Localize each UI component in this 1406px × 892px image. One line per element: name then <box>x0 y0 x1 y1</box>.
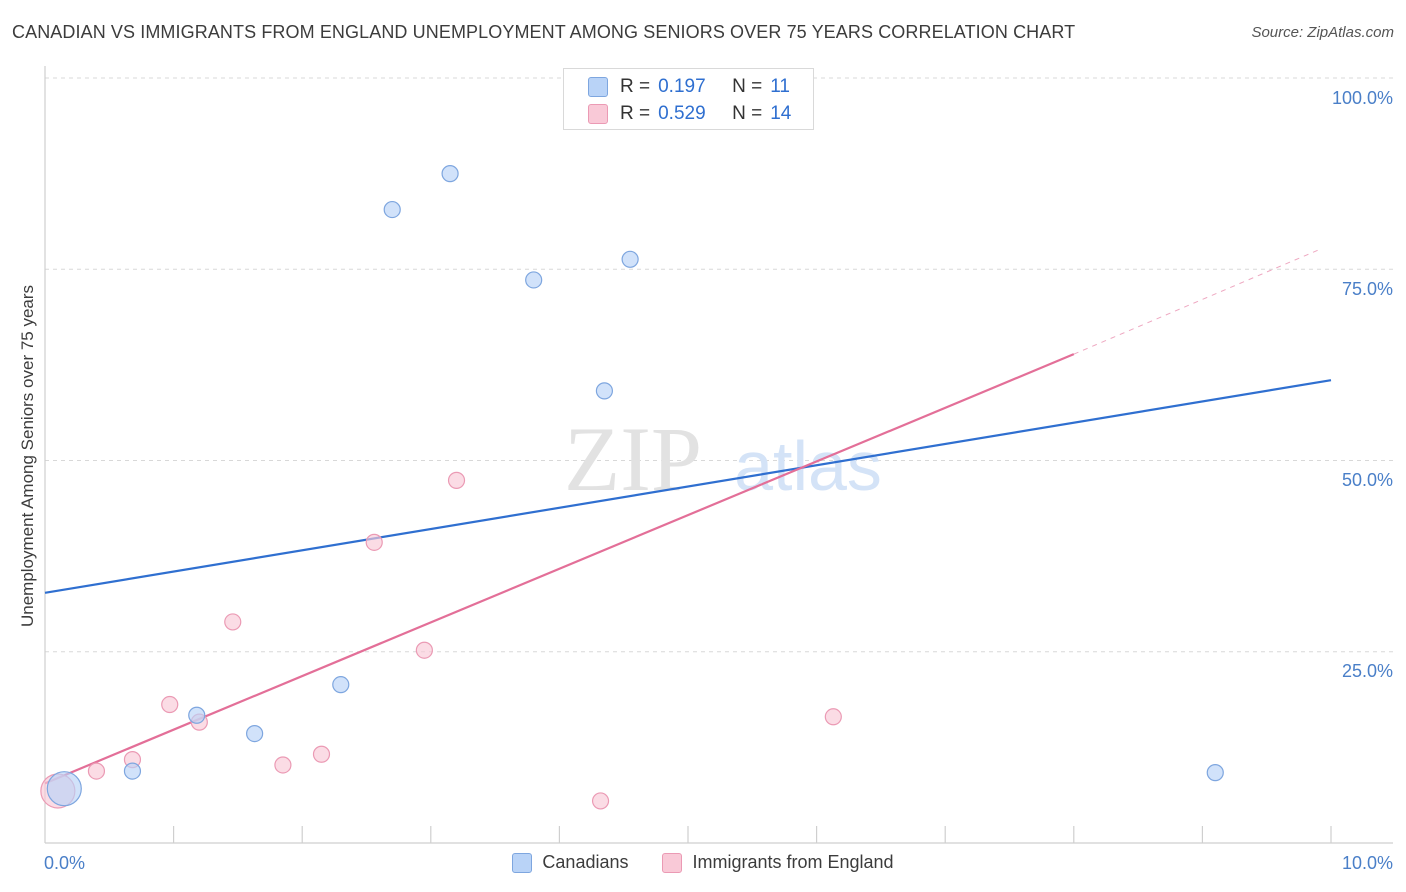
canadians-point <box>188 706 206 724</box>
stats-legend: R = 0.197 N = 11 R = 0.529 N = 14 <box>563 68 814 130</box>
trend-extension-england <box>1073 249 1319 355</box>
england-point <box>365 533 383 551</box>
legend-label-canadians: Canadians <box>542 852 629 872</box>
canadians-point <box>1206 764 1224 782</box>
england-point <box>274 756 292 774</box>
canadians-point <box>525 271 543 289</box>
y-tick-label-25: 25.0% <box>1342 661 1393 681</box>
data-points <box>40 69 1224 810</box>
stats-row-england: R = 0.529 N = 14 <box>588 102 791 126</box>
canadians-point <box>441 165 459 183</box>
canadians-r-value: 0.197 <box>658 76 706 97</box>
n-label: N = <box>732 103 763 124</box>
england-point <box>824 708 842 726</box>
canadians-point <box>595 382 614 400</box>
n-label: N = <box>732 76 763 97</box>
canadians-point <box>123 762 142 780</box>
grid-lines <box>45 77 1393 653</box>
axes <box>44 66 1393 844</box>
r-label: R = <box>620 76 651 97</box>
england-n-value: 14 <box>770 103 792 124</box>
legend-item-canadians[interactable]: Canadians <box>512 852 628 873</box>
y-axis-label: Unemployment Among Seniors over 75 years <box>18 284 37 628</box>
stats-row-canadians: R = 0.197 N = 11 <box>588 75 790 99</box>
england-point <box>224 613 242 631</box>
england-point <box>591 792 610 810</box>
tick-labels: 100.0% 75.0% 50.0% 25.0% 0.0% 10.0% <box>44 88 1393 873</box>
legend-swatch-canadians <box>512 852 533 873</box>
y-tick-label-50: 50.0% <box>1342 470 1393 490</box>
source-credit: Source: ZipAtlas.com <box>1251 24 1394 41</box>
canadians-swatch <box>588 77 608 97</box>
x-tick-label-min: 0.0% <box>44 853 85 873</box>
canadians-point <box>621 250 639 268</box>
r-label: R = <box>620 103 651 124</box>
trend-line-canadians <box>44 379 1332 594</box>
trend-lines <box>44 249 1332 785</box>
england-point <box>161 695 179 714</box>
england-point <box>87 762 106 780</box>
x-tick-label-max: 10.0% <box>1342 853 1393 873</box>
canadians-n-value: 11 <box>770 76 790 97</box>
england-r-value: 0.529 <box>658 103 706 124</box>
legend-item-england[interactable]: Immigrants from England <box>662 852 894 873</box>
england-swatch <box>588 104 608 124</box>
canadians-point <box>332 676 350 694</box>
y-tick-label-75: 75.0% <box>1342 279 1393 299</box>
watermark: ZIP atlas <box>564 408 882 510</box>
canadians-point <box>246 725 264 743</box>
chart-title: CANADIAN VS IMMIGRANTS FROM ENGLAND UNEM… <box>12 22 1076 42</box>
legend-label-england: Immigrants from England <box>692 852 894 872</box>
england-point <box>447 471 466 489</box>
legend: Canadians Immigrants from England <box>0 852 1406 873</box>
y-tick-label-100: 100.0% <box>1332 88 1393 108</box>
watermark-zip: ZIP <box>564 408 702 510</box>
trend-line-england <box>44 353 1075 785</box>
legend-swatch-england <box>662 852 683 873</box>
canadians-point <box>46 771 82 807</box>
england-point <box>312 745 331 763</box>
england-point <box>415 641 433 659</box>
canadians-point <box>383 200 401 219</box>
